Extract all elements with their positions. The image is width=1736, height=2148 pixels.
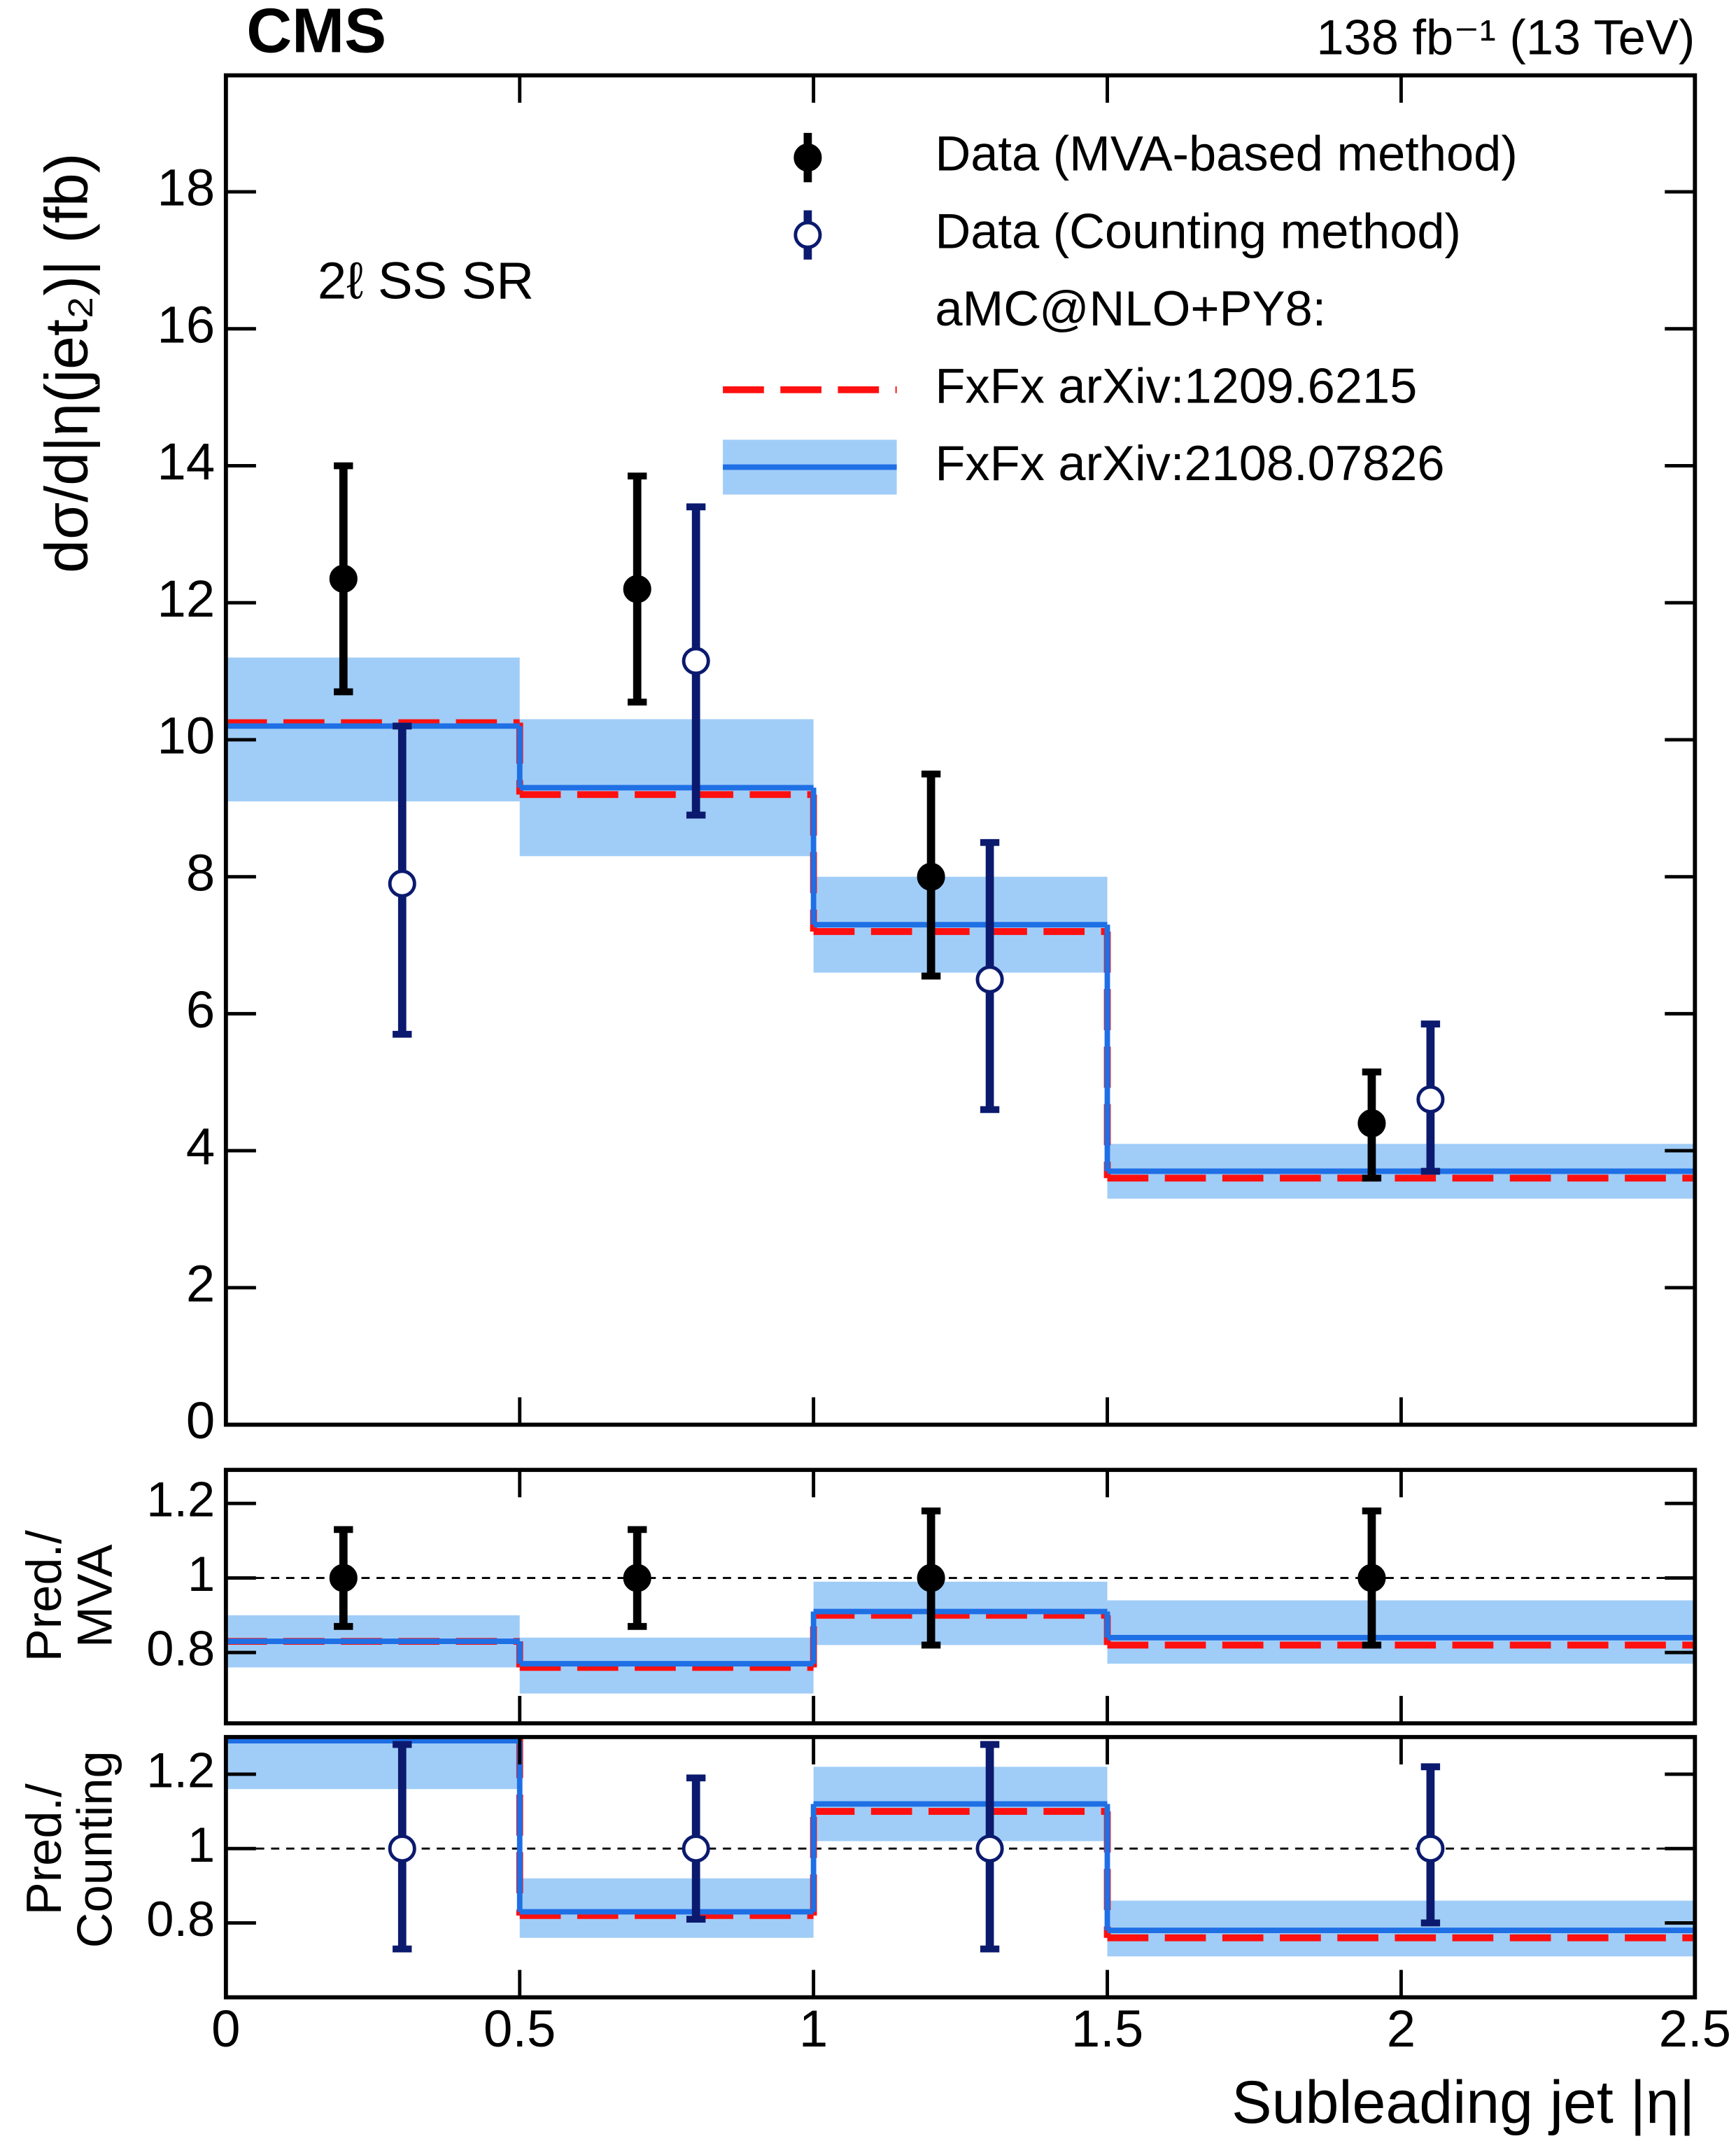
y-tick-label: 1.2 xyxy=(146,1743,215,1798)
x-tick-label: 1.5 xyxy=(1071,2000,1143,2058)
x-axis-label: Subleading jet |η| xyxy=(1232,2069,1695,2136)
data-point xyxy=(917,1564,945,1592)
y-tick-label: 14 xyxy=(157,433,215,491)
y-tick-label: 18 xyxy=(157,159,215,217)
legend-label: Data (Counting method) xyxy=(935,203,1461,258)
y-tick-label: 0 xyxy=(186,1391,215,1449)
x-tick-label: 1 xyxy=(799,2000,828,2058)
data-point xyxy=(1416,1085,1445,1114)
plot-area xyxy=(225,657,1695,1199)
legend-marker xyxy=(793,220,822,249)
data-point xyxy=(682,647,710,675)
data-point xyxy=(917,862,945,891)
y-tick-label: 16 xyxy=(157,295,215,353)
y-tick-label: 1 xyxy=(188,1546,215,1601)
y-axis-label: MVA xyxy=(66,1544,122,1647)
legend-label: Data (MVA-based method) xyxy=(935,126,1517,181)
data-point xyxy=(388,869,416,898)
uncertainty-band xyxy=(225,1736,520,1790)
legend: Data (MVA-based method) Data (Counting me… xyxy=(723,126,1518,495)
y-tick-label: 4 xyxy=(186,1118,215,1176)
y-tick-label: 2 xyxy=(186,1254,215,1312)
y-axis-label: Pred./ xyxy=(16,1530,71,1662)
data-point xyxy=(623,575,651,603)
y-tick-label: 12 xyxy=(157,570,215,628)
axes-frame xyxy=(223,1734,1698,2000)
data-point xyxy=(1416,1834,1445,1863)
uncertainty-band xyxy=(225,657,520,802)
plot-area xyxy=(225,1736,1695,1957)
y-tick-label: 0.8 xyxy=(146,1621,215,1676)
legend-label: FxFx arXiv:2108.07826 xyxy=(935,435,1444,491)
x-tick-label: 0.5 xyxy=(484,2000,556,2058)
axes-frame xyxy=(223,1468,1698,1726)
data-point xyxy=(623,1564,651,1592)
y-tick-label: 1 xyxy=(188,1817,215,1872)
luminosity-label: 138 fb⁻¹ (13 TeV) xyxy=(1316,9,1695,64)
data-point xyxy=(682,1834,710,1863)
annotation: 2ℓ SS SR xyxy=(318,252,534,310)
x-tick-label: 0 xyxy=(211,2000,240,2058)
y-axis-label: Counting xyxy=(66,1750,122,1948)
plot-area xyxy=(225,1577,1695,1694)
y-tick-label: 6 xyxy=(186,981,215,1039)
y-tick-label: 1.2 xyxy=(146,1472,215,1527)
legend-marker xyxy=(793,143,822,172)
x-tick-label: 2.5 xyxy=(1659,2000,1731,2058)
data-point xyxy=(975,965,1004,994)
data-point xyxy=(329,564,358,594)
data-point xyxy=(975,1834,1004,1863)
y-tick-label: 8 xyxy=(186,843,215,901)
y-axis-label: Pred./ xyxy=(16,1783,71,1915)
data-point xyxy=(1357,1564,1386,1592)
axes-frame xyxy=(223,73,1698,1427)
uncertainty-band xyxy=(519,1878,814,1938)
data-point xyxy=(1357,1109,1386,1138)
y-axis-label: dσ/d|η(jet₂)| (fb) xyxy=(34,153,101,573)
chart-title: CMS xyxy=(246,0,386,66)
y-tick-label: 0.8 xyxy=(146,1891,215,1946)
uncertainty-band xyxy=(1107,1600,1695,1664)
y-tick-label: 10 xyxy=(157,707,215,765)
x-tick-label: 2 xyxy=(1387,2000,1416,2058)
legend-label: FxFx arXiv:1209.6215 xyxy=(935,358,1417,413)
legend-header: aMC@NLO+PY8: xyxy=(935,281,1326,336)
data-point xyxy=(329,1564,358,1592)
data-point xyxy=(388,1834,416,1863)
